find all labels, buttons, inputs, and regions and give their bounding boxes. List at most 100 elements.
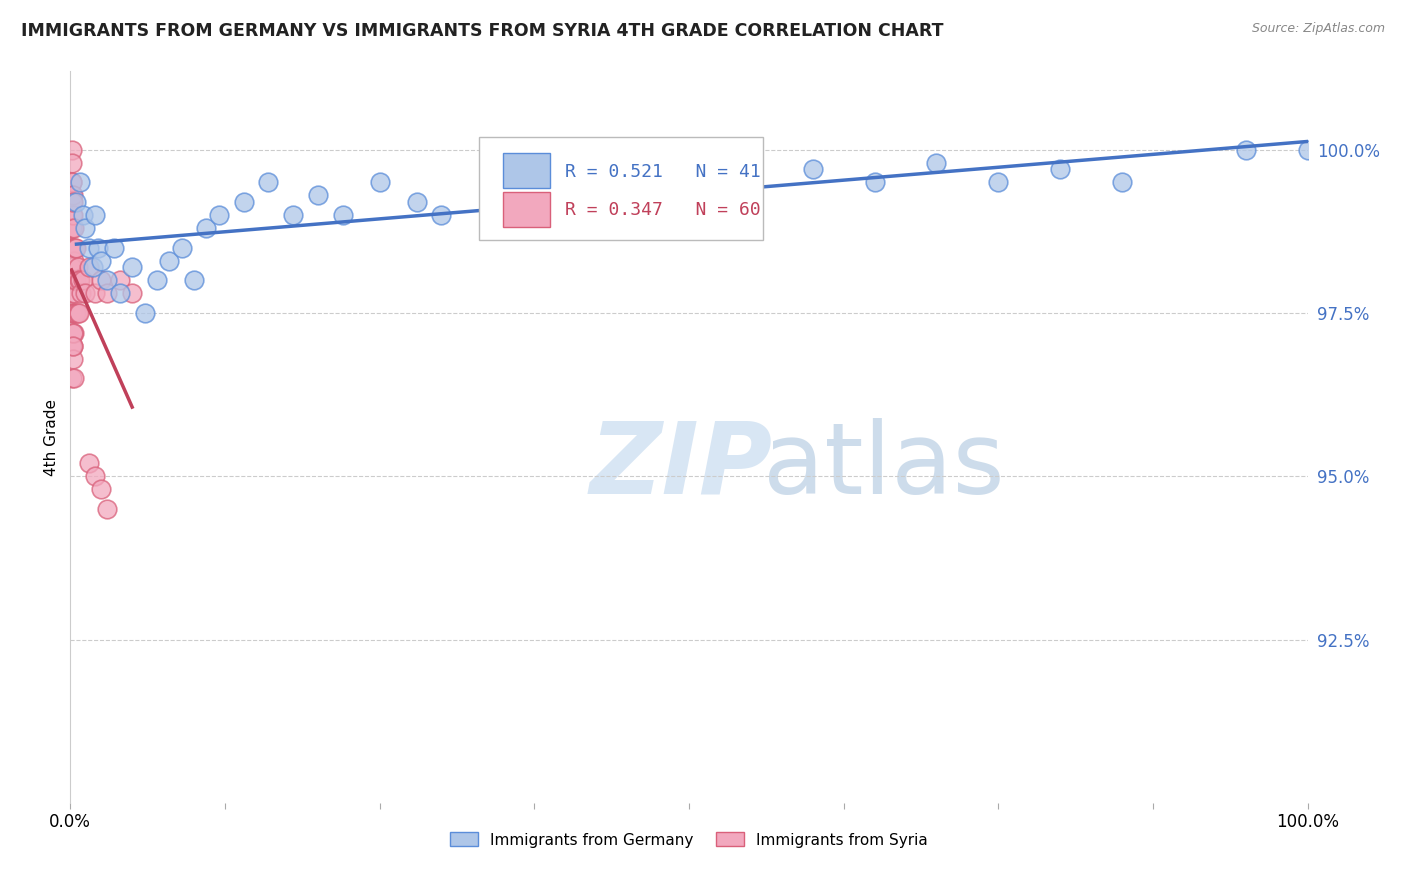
Point	[987, 175, 1010, 189]
Point	[62, 306, 84, 320]
Point	[63, 221, 86, 235]
Point	[62, 208, 84, 222]
Point	[65, 241, 87, 255]
Y-axis label: 4th Grade: 4th Grade	[44, 399, 59, 475]
Point	[65, 273, 87, 287]
Point	[77, 456, 100, 470]
Point	[108, 273, 131, 287]
Point	[72, 273, 94, 287]
Point	[96, 286, 118, 301]
Point	[1234, 143, 1257, 157]
Point	[63, 286, 86, 301]
Point	[60, 273, 83, 287]
Point	[492, 188, 515, 202]
Text: ZIP: ZIP	[591, 417, 773, 515]
Point	[62, 273, 84, 287]
Point	[66, 306, 89, 320]
Point	[134, 306, 156, 320]
Point	[67, 306, 90, 320]
Point	[65, 194, 87, 209]
Point	[63, 326, 86, 340]
Point	[63, 371, 86, 385]
Text: IMMIGRANTS FROM GERMANY VS IMMIGRANTS FROM SYRIA 4TH GRADE CORRELATION CHART: IMMIGRANTS FROM GERMANY VS IMMIGRANTS FR…	[21, 22, 943, 40]
Point	[69, 273, 91, 287]
FancyBboxPatch shape	[503, 153, 550, 188]
Point	[60, 143, 83, 157]
Point	[195, 221, 218, 235]
Point	[170, 241, 193, 255]
Point	[332, 208, 354, 222]
Point	[121, 286, 143, 301]
Point	[60, 188, 83, 202]
Point	[65, 306, 87, 320]
Point	[65, 241, 87, 255]
Point	[67, 273, 90, 287]
Point	[62, 326, 84, 340]
Point	[616, 175, 638, 189]
Point	[86, 241, 108, 255]
Point	[62, 273, 84, 287]
Point	[1049, 162, 1071, 177]
Point	[925, 155, 948, 169]
Point	[740, 175, 762, 189]
Point	[60, 208, 83, 222]
Point	[96, 502, 118, 516]
Point	[430, 208, 453, 222]
Point	[62, 241, 84, 255]
Point	[405, 194, 427, 209]
Point	[84, 208, 107, 222]
Legend: Immigrants from Germany, Immigrants from Syria: Immigrants from Germany, Immigrants from…	[444, 826, 934, 854]
Point	[62, 338, 84, 352]
Point	[84, 469, 107, 483]
Point	[60, 371, 83, 385]
Point	[90, 253, 112, 268]
Point	[863, 175, 886, 189]
Point	[63, 253, 86, 268]
Point	[554, 175, 576, 189]
Point	[281, 208, 304, 222]
Point	[60, 260, 83, 275]
Point	[60, 194, 83, 209]
Point	[60, 241, 83, 255]
Point	[62, 188, 84, 202]
Point	[678, 188, 700, 202]
Point	[232, 194, 254, 209]
Point	[75, 286, 97, 301]
Point	[121, 260, 143, 275]
Point	[60, 175, 83, 189]
Point	[62, 351, 84, 366]
Point	[62, 338, 84, 352]
Point	[60, 155, 83, 169]
Point	[90, 483, 112, 497]
Point	[60, 221, 83, 235]
Point	[66, 260, 89, 275]
Point	[60, 286, 83, 301]
Point	[307, 188, 329, 202]
FancyBboxPatch shape	[478, 137, 763, 240]
Point	[60, 338, 83, 352]
Point	[65, 306, 87, 320]
Point	[1111, 175, 1133, 189]
Point	[60, 221, 83, 235]
FancyBboxPatch shape	[503, 192, 550, 227]
Point	[70, 286, 93, 301]
Point	[62, 326, 84, 340]
Text: R = 0.521   N = 41: R = 0.521 N = 41	[565, 162, 761, 180]
Point	[1296, 143, 1319, 157]
Point	[801, 162, 824, 177]
Text: Source: ZipAtlas.com: Source: ZipAtlas.com	[1251, 22, 1385, 36]
Point	[62, 241, 84, 255]
Point	[96, 273, 118, 287]
Point	[75, 221, 97, 235]
Point	[60, 241, 83, 255]
Point	[77, 241, 100, 255]
Point	[90, 273, 112, 287]
Point	[82, 260, 104, 275]
Point	[72, 208, 94, 222]
Point	[108, 286, 131, 301]
Point	[60, 260, 83, 275]
Point	[157, 253, 180, 268]
Point	[103, 241, 125, 255]
Point	[60, 175, 83, 189]
Point	[183, 273, 205, 287]
